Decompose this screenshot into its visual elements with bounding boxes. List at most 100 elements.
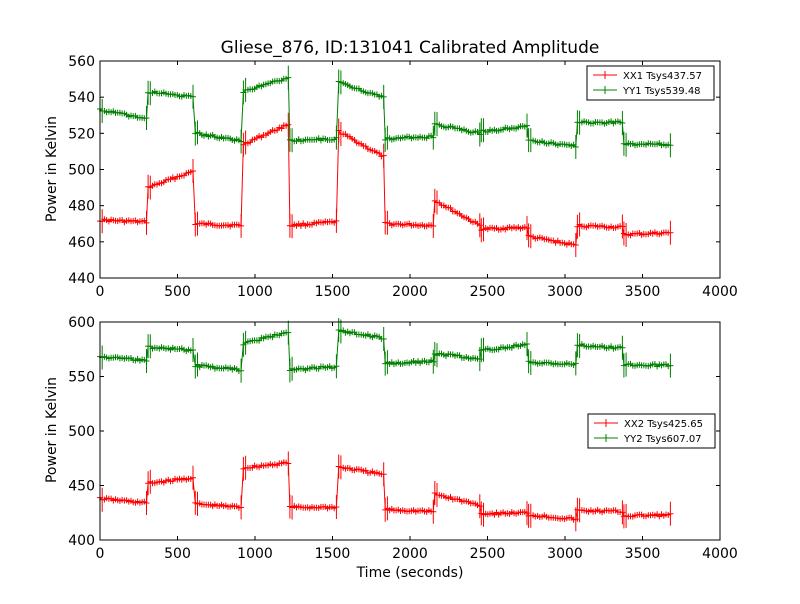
series-jump (335, 131, 340, 222)
series-markers (335, 69, 387, 109)
series-markers (478, 113, 530, 143)
series-markers (620, 352, 674, 378)
series-markers (145, 159, 196, 200)
series-markers (574, 110, 626, 135)
series-markers (382, 496, 437, 524)
series-markers (382, 125, 437, 152)
legend-item: YY1 Tsys539.48 (593, 86, 701, 97)
series-jump (240, 144, 244, 226)
series-markers (192, 211, 245, 238)
top-panel: 0 500 1000 1500 2000 2500 3000 3500 4000 440 460 48… (68, 54, 738, 300)
series-markers (431, 481, 483, 519)
x-tick-label: 4000 (702, 284, 738, 300)
legend-marker (602, 434, 610, 442)
series-markers (97, 344, 150, 373)
series-markers (145, 80, 196, 109)
y-tick-label: 520 (68, 126, 95, 142)
y-tick-label: 550 (68, 370, 95, 386)
series-markers (431, 342, 483, 372)
series-markers (240, 112, 292, 157)
series-markers (478, 501, 530, 527)
x-tick-label: 3500 (625, 546, 661, 562)
legend-item: XX1 Tsys437.57 (593, 71, 702, 82)
series-markers (525, 223, 579, 257)
series-markers (431, 188, 483, 238)
y-axis-label-top: Power in Kelvin (44, 116, 60, 222)
y-axis-label-bottom: Power in Kelvin (44, 377, 60, 483)
series-markers (525, 349, 579, 376)
bottom-panel: 0 500 1000 1500 2000 2500 3000 3500 4000 400 450 50… (68, 315, 738, 562)
legend-box (586, 65, 715, 101)
series-markers (145, 465, 196, 496)
legend: XX1 Tsys437.57 YY1 Tsys539.48 (586, 65, 715, 101)
series-markers (97, 485, 150, 515)
x-tick-label: 1000 (237, 546, 273, 562)
series-markers (525, 503, 579, 532)
series-markers (145, 334, 196, 362)
series-markers (574, 497, 626, 525)
x-tick-label: 1000 (237, 284, 273, 300)
series-markers (525, 128, 579, 159)
y-tick-label: 600 (68, 315, 95, 331)
series-markers (286, 354, 340, 383)
series-jump (287, 124, 291, 226)
series-markers (620, 501, 674, 529)
series-markers (620, 131, 674, 158)
x-axis-label: Time (seconds) (356, 565, 464, 581)
series-markers (192, 120, 245, 154)
chart-title: Gliese_876, ID:131041 Calibrated Amplitu… (221, 38, 600, 58)
series-markers (192, 490, 245, 520)
x-tick-label: 0 (96, 546, 105, 562)
y-tick-label: 400 (68, 533, 95, 549)
legend-box (587, 413, 716, 449)
plot-area (97, 318, 674, 532)
y-tick-label: 500 (68, 163, 95, 179)
x-tick-label: 1500 (315, 546, 351, 562)
series-xx2 (97, 451, 674, 532)
series-line (481, 226, 528, 231)
legend-item: XX2 Tsys425.65 (594, 419, 703, 430)
y-axis: 400 450 500 550 600 (68, 315, 720, 549)
series-markers (286, 208, 340, 239)
x-tick-label: 3000 (547, 284, 583, 300)
series-yy2 (97, 318, 674, 383)
x-tick-label: 2500 (470, 284, 506, 300)
legend-marker (601, 71, 609, 79)
series-markers (478, 332, 530, 363)
series-markers (240, 65, 292, 105)
series-markers (240, 320, 292, 357)
series-markers (620, 220, 674, 247)
x-tick-label: 4000 (702, 546, 738, 562)
y-tick-label: 480 (68, 199, 95, 215)
x-axis: 0 500 1000 1500 2000 2500 3000 3500 4000 (96, 61, 738, 300)
series-markers (382, 210, 437, 238)
legend-item: YY2 Tsys607.07 (594, 434, 702, 445)
series-markers (335, 118, 387, 168)
x-tick-label: 3000 (547, 546, 583, 562)
y-tick-label: 540 (68, 90, 95, 106)
x-axis: 0 500 1000 1500 2000 2500 3000 3500 4000 (96, 322, 738, 562)
legend-label: YY1 Tsys539.48 (622, 86, 701, 97)
x-tick-label: 2000 (392, 546, 428, 562)
series-markers (286, 494, 340, 520)
legend-marker (602, 419, 610, 427)
series-markers (478, 216, 530, 243)
series-markers (335, 454, 387, 487)
series-markers (97, 97, 150, 130)
y-axis: 440 460 480 500 520 540 560 (68, 54, 720, 287)
series-markers (286, 125, 340, 153)
x-tick-label: 3500 (625, 284, 661, 300)
series-markers (335, 318, 387, 351)
x-tick-label: 2000 (392, 284, 428, 300)
series-markers (382, 349, 437, 376)
legend-label: XX1 Tsys437.57 (623, 71, 702, 82)
y-tick-label: 500 (68, 424, 95, 440)
series-markers (574, 212, 626, 239)
x-tick-label: 500 (164, 546, 191, 562)
x-tick-label: 1500 (315, 284, 351, 300)
y-tick-label: 450 (68, 479, 95, 495)
plot-area (97, 65, 674, 257)
legend-label: XX2 Tsys425.65 (624, 419, 703, 430)
